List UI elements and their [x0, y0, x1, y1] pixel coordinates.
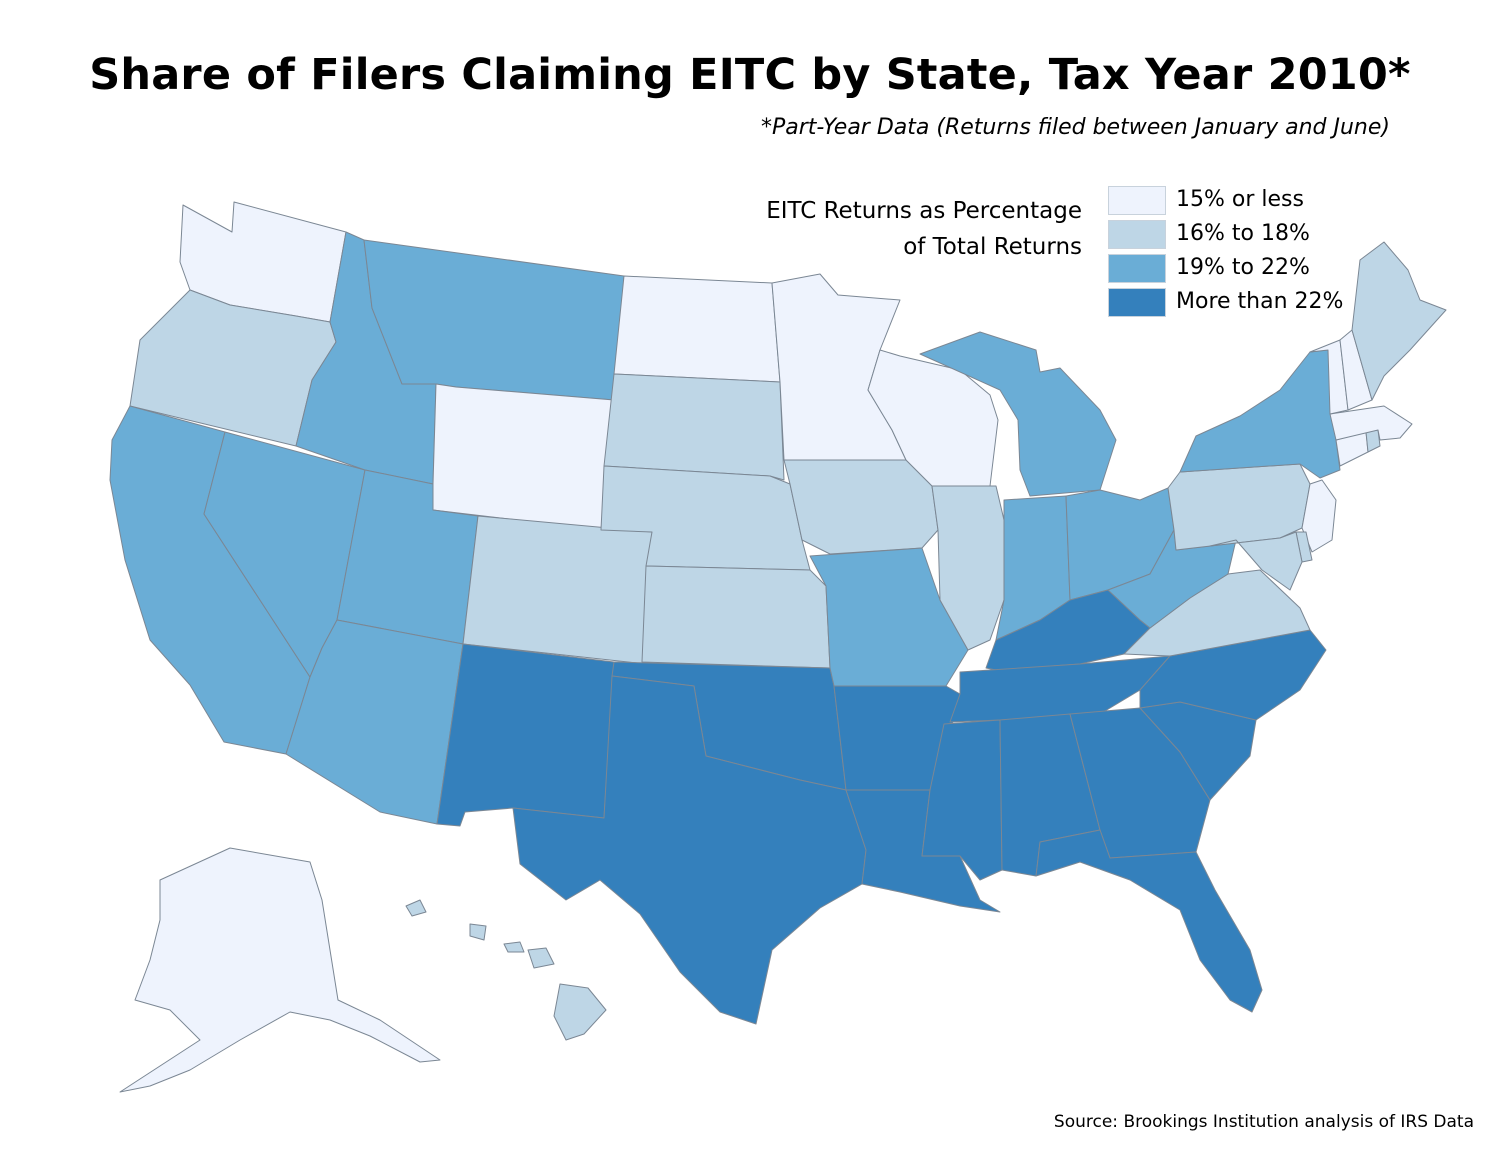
state-Kansas — [641, 565, 831, 669]
state-Rhode-Island — [1365, 429, 1381, 453]
state-Wyoming — [432, 383, 615, 531]
state-Maine — [1351, 241, 1447, 401]
legend-label: More than 22% — [1176, 289, 1344, 314]
legend-title: EITC Returns as Percentage of Total Retu… — [690, 193, 1082, 265]
legend-item-more-than-22: More than 22% — [1108, 286, 1408, 320]
state-Hawaii — [405, 899, 607, 1041]
page-title: Share of Filers Claiming EITC by State, … — [89, 50, 1411, 100]
page-subtitle: *Part-Year Data (Returns filed between J… — [761, 115, 1390, 140]
state-Iowa — [783, 459, 939, 555]
state-Montana — [363, 239, 625, 401]
state-New-Jersey — [1301, 479, 1337, 553]
source-note: Source: Brookings Institution analysis o… — [1053, 1112, 1474, 1132]
state-North-Dakota — [613, 275, 781, 383]
legend-label: 15% or less — [1176, 187, 1304, 212]
legend-title-line-2: of Total Returns — [903, 234, 1082, 260]
legend-label: 19% to 22% — [1176, 255, 1310, 280]
legend-label: 16% to 18% — [1176, 221, 1310, 246]
legend-item-19-to-22: 19% to 22% — [1108, 252, 1408, 286]
state-Colorado — [462, 515, 653, 665]
legend-item-15-or-less: 15% or less — [1108, 184, 1408, 218]
state-Massachusetts — [1329, 405, 1413, 441]
state-New-Mexico — [436, 643, 615, 827]
state-Florida — [1035, 829, 1263, 1013]
legend-swatch — [1108, 220, 1166, 249]
legend-swatch — [1108, 254, 1166, 283]
state-Texas — [512, 675, 867, 1025]
legend-swatch — [1108, 186, 1166, 215]
legend-swatch — [1108, 288, 1166, 317]
state-Michigan — [919, 331, 1117, 497]
state-Illinois — [931, 485, 1005, 651]
state-Alaska — [119, 847, 441, 1093]
state-Maryland — [1209, 531, 1303, 591]
legend-title-line-1: EITC Returns as Percentage — [766, 198, 1082, 224]
legend-item-16-to-18: 16% to 18% — [1108, 218, 1408, 252]
legend: 15% or less 16% to 18% 19% to 22% More t… — [1108, 184, 1408, 320]
state-New-York — [1179, 349, 1341, 479]
state-Vermont — [1309, 339, 1349, 415]
state-South-Dakota — [603, 373, 785, 481]
state-Wisconsin — [867, 349, 999, 487]
